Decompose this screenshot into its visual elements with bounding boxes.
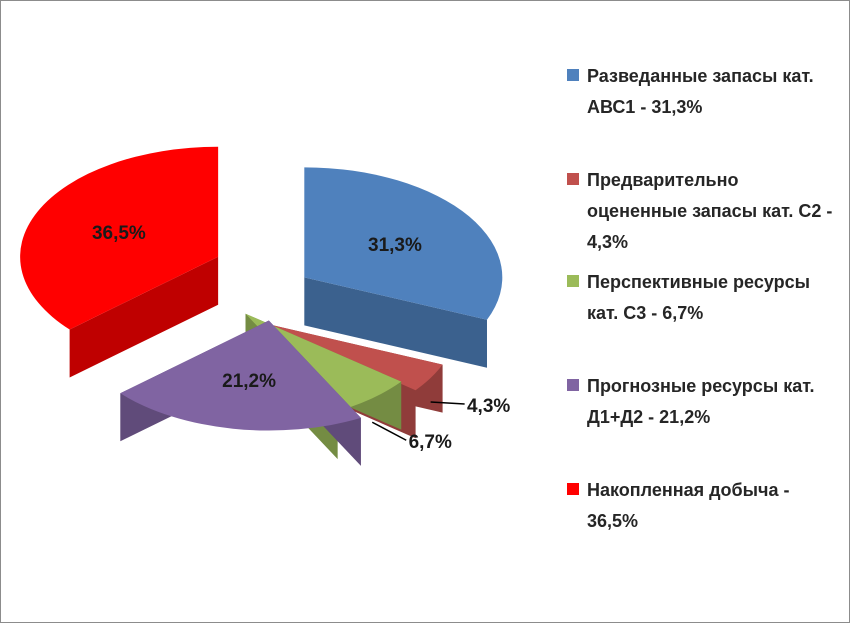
- legend-label-preliminary-reserves: Предварительно оцененные запасы кат. С2 …: [587, 170, 833, 252]
- legend-swatch-cumulative-production: [567, 483, 579, 495]
- pie-slice-wall-end-explored-reserves: [304, 277, 487, 368]
- data-label-explored-reserves: 31,3%: [368, 235, 422, 256]
- legend-swatch-prospective-resources: [567, 275, 579, 287]
- legend-label-cumulative-production: Накопленная добыча - 36,5%: [587, 480, 790, 531]
- legend-label-explored-reserves: Разведанные запасы кат. АВС1 - 31,3%: [587, 66, 814, 117]
- pie-slice-wall-start-cumulative-production: [69, 256, 219, 378]
- legend-swatch-forecast-resources: [567, 379, 579, 391]
- pie-slice-cumulative-production: [20, 146, 219, 378]
- pie-slice-forecast-resources: [120, 320, 361, 466]
- pie-slice-explored-reserves: [304, 167, 503, 368]
- pie-slice-top-cumulative-production: [20, 146, 219, 330]
- legend-swatch-preliminary-reserves: [567, 173, 579, 185]
- data-label-forecast-resources: 21,2%: [222, 371, 276, 392]
- data-label-prospective-resources: 6,7%: [409, 432, 452, 453]
- legend-label-prospective-resources: Перспективные ресурсы кат. С3 - 6,7%: [587, 272, 810, 323]
- legend-label-forecast-resources: Прогнозные ресурсы кат. Д1+Д2 - 21,2%: [587, 376, 815, 427]
- data-label-cumulative-production: 36,5%: [92, 223, 146, 244]
- leader-line-prospective-resources: [371, 421, 407, 441]
- leader-line-preliminary-reserves: [430, 401, 465, 405]
- pie-slice-top-preliminary-reserves: [259, 322, 443, 391]
- pie-slice-top-forecast-resources: [120, 320, 361, 431]
- data-label-preliminary-reserves: 4,3%: [467, 396, 510, 417]
- pie-slice-top-explored-reserves: [304, 167, 503, 320]
- legend-swatch-explored-reserves: [567, 69, 579, 81]
